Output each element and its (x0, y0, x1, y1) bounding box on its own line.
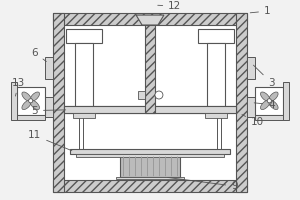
Text: 3: 3 (254, 65, 274, 88)
Text: 4: 4 (254, 100, 274, 110)
Bar (217, 113, 220, 156)
Ellipse shape (30, 100, 40, 110)
Bar (80, 113, 83, 156)
Bar (17, 87, 45, 115)
Text: 6: 6 (32, 48, 46, 62)
Ellipse shape (30, 92, 40, 101)
Bar (207, 43, 225, 112)
Bar (145, 25, 155, 113)
Bar (74, 113, 95, 118)
Ellipse shape (260, 100, 270, 110)
Text: 11: 11 (28, 130, 72, 151)
Ellipse shape (260, 92, 270, 101)
Bar (248, 57, 255, 79)
Text: 13: 13 (12, 78, 26, 96)
Bar (45, 97, 52, 117)
Bar (236, 13, 247, 192)
Bar (64, 25, 236, 180)
Circle shape (28, 99, 33, 103)
Circle shape (267, 99, 272, 103)
Text: 1: 1 (250, 6, 271, 16)
Bar (283, 82, 289, 120)
Text: 10: 10 (242, 115, 264, 127)
Bar (67, 29, 102, 43)
Bar (255, 87, 283, 115)
Bar (120, 155, 180, 177)
Circle shape (155, 91, 163, 99)
Bar (255, 115, 283, 120)
Bar (11, 82, 17, 120)
Ellipse shape (269, 92, 278, 101)
Bar (138, 91, 145, 99)
Bar (116, 177, 184, 179)
Bar (64, 106, 236, 113)
Bar (205, 113, 226, 118)
Text: 5: 5 (32, 106, 66, 116)
Bar (76, 154, 224, 157)
Ellipse shape (22, 100, 31, 110)
Bar (75, 43, 93, 112)
Bar (248, 97, 255, 117)
Text: 9: 9 (168, 177, 238, 191)
Bar (17, 115, 45, 120)
Bar (45, 57, 52, 79)
Ellipse shape (269, 100, 278, 110)
Bar (198, 29, 233, 43)
Bar (52, 180, 247, 192)
Bar (70, 149, 230, 154)
Ellipse shape (22, 92, 31, 101)
Bar (52, 13, 247, 25)
Bar (64, 106, 236, 113)
Bar (52, 13, 64, 192)
Polygon shape (136, 15, 164, 25)
Text: 12: 12 (158, 1, 182, 11)
